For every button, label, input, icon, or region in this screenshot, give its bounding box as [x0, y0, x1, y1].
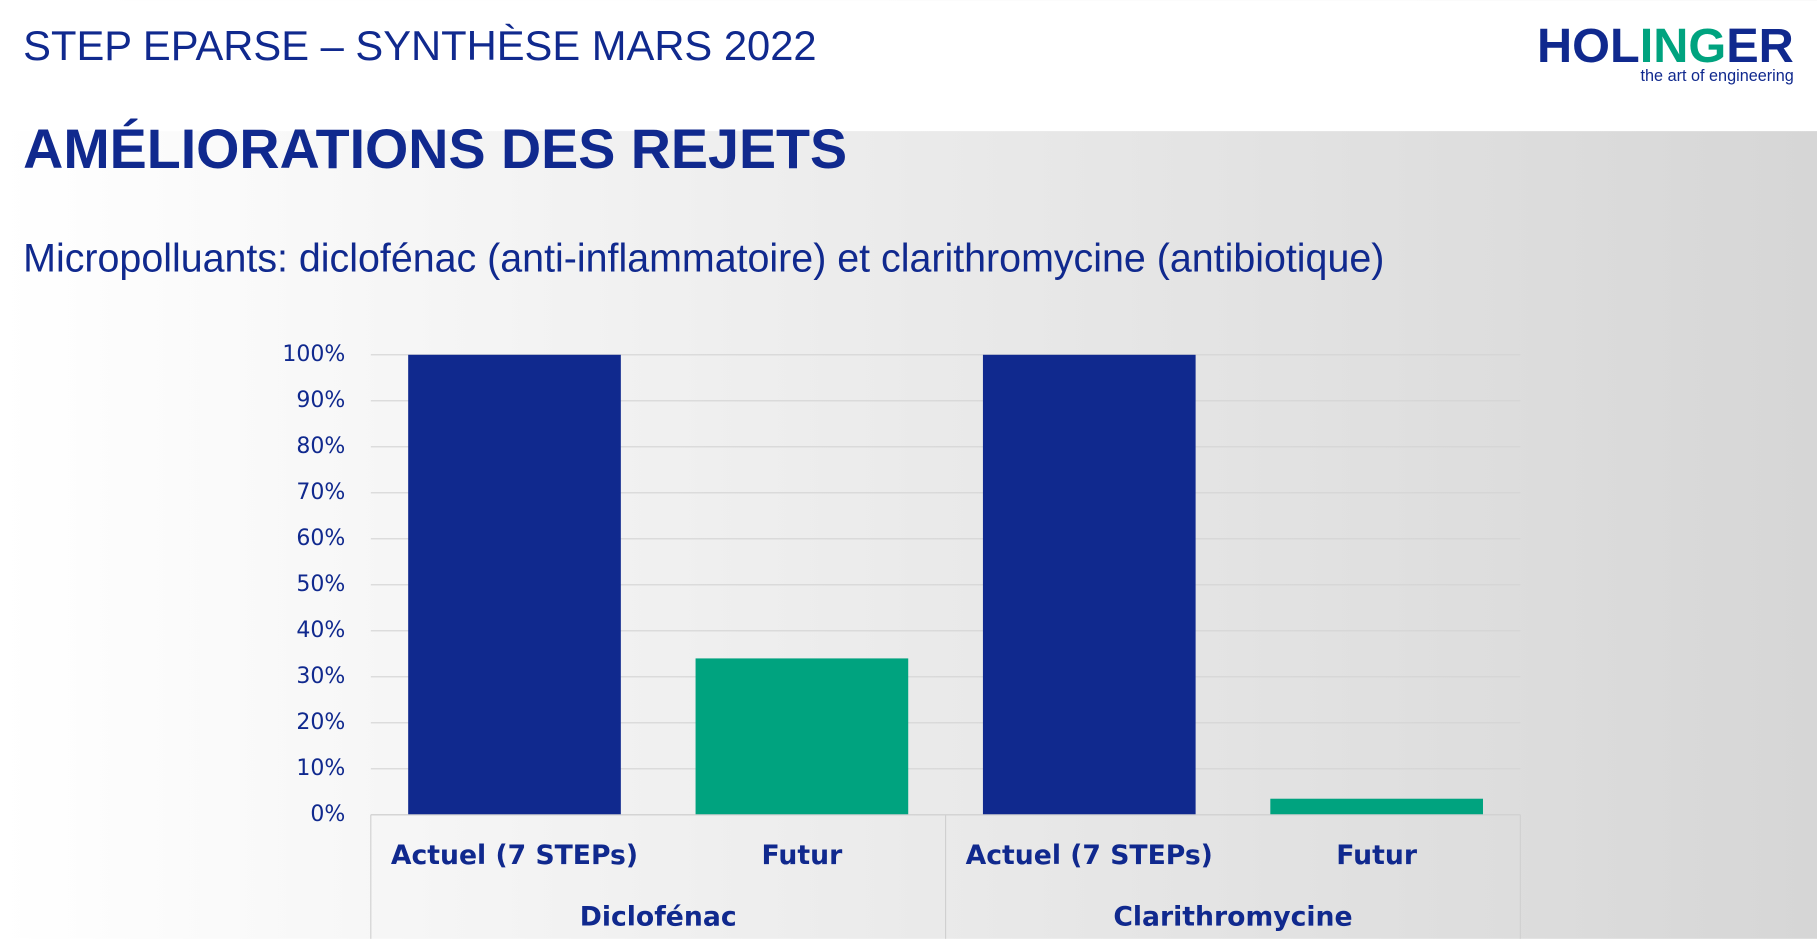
logo-part: ER — [1726, 19, 1794, 73]
y-tick-label: 10% — [296, 756, 345, 781]
logo-tagline: the art of engineering — [1641, 67, 1794, 85]
x-tick-label: Actuel (7 STEPs) — [966, 840, 1213, 871]
y-tick-label: 90% — [296, 388, 345, 413]
logo-part: ING — [1640, 19, 1727, 73]
y-tick-label: 0% — [310, 802, 345, 827]
header-band — [0, 0, 1817, 132]
logo: HOLINGER — [1537, 19, 1794, 73]
y-tick-label: 20% — [296, 710, 345, 735]
bar — [982, 354, 1196, 815]
y-tick-label: 40% — [296, 618, 345, 643]
logo-part: HOL — [1537, 19, 1640, 73]
subtitle: Micropolluants: diclofénac (anti-inflamm… — [23, 236, 1384, 280]
y-tick-label: 70% — [296, 480, 345, 505]
y-tick-label: 80% — [296, 434, 345, 459]
heading: AMÉLIORATIONS DES REJETS — [23, 118, 847, 180]
chart: 0% 10% 20% 30% 40% 50% 60% 70% 80% 90% 100% Actuel … — [282, 342, 1521, 939]
group-label: Clarithromycine — [1113, 901, 1352, 932]
bar — [408, 354, 621, 815]
bar — [695, 658, 909, 815]
header-title: STEP EPARSE – SYNTHÈSE MARS 2022 — [23, 22, 816, 69]
bar — [1270, 798, 1483, 815]
y-tick-label: 60% — [296, 526, 345, 551]
x-tick-label: Futur — [1336, 840, 1418, 871]
group-label: Diclofénac — [580, 901, 737, 932]
y-tick-label: 30% — [296, 664, 345, 689]
x-tick-label: Futur — [762, 840, 844, 871]
y-tick-label: 50% — [296, 572, 345, 597]
x-tick-label: Actuel (7 STEPs) — [391, 840, 638, 871]
y-tick-label: 100% — [282, 342, 345, 367]
